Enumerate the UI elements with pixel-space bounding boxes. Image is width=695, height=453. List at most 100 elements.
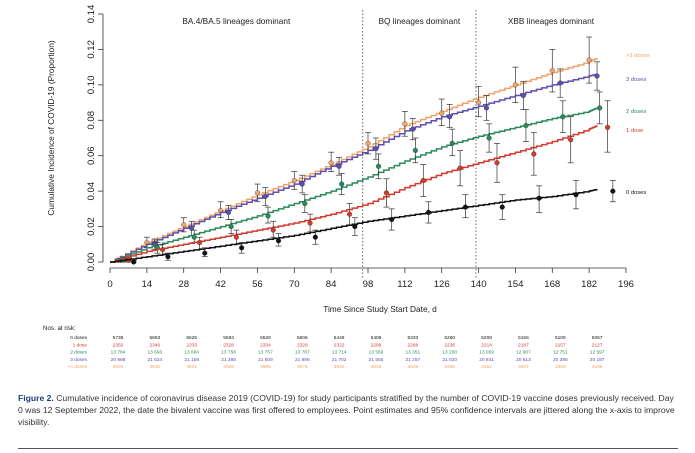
- risk-cell-1-7: 2299: [371, 342, 382, 348]
- y-tick-label-4: 0.08: [86, 111, 97, 130]
- risk-cell-2-11: 12 907: [516, 350, 531, 356]
- risk-cell-1-11: 2187: [518, 342, 529, 348]
- risk-cell-2-4: 13 757: [258, 350, 273, 356]
- point-1-5: [299, 181, 305, 187]
- risk-cell-4-1: 3630: [150, 364, 161, 370]
- risk-cell-0-5: 5506: [297, 335, 308, 341]
- x-tick-label-12: 168: [544, 279, 560, 290]
- cumulative-incidence-chart: BA.4/BA.5 lineages dominant BQ lineages d…: [43, 4, 650, 370]
- figure-label: Figure 2.: [18, 393, 54, 403]
- risk-cell-0-9: 5260: [444, 335, 455, 341]
- point-1-13: [594, 73, 600, 79]
- risk-cell-3-4: 21 509: [258, 357, 273, 363]
- y-tick-label-3: 0.06: [86, 146, 97, 165]
- point-0-5: [291, 177, 297, 184]
- point-2-12: [560, 114, 566, 120]
- point-2-3: [228, 224, 234, 230]
- risk-cell-0-1: 5683: [150, 335, 161, 341]
- point-2-13: [597, 105, 603, 111]
- risk-cell-0-13: 5067: [592, 335, 603, 341]
- point-0-11: [512, 82, 518, 88]
- risk-cell-1-5: 2328: [297, 342, 308, 348]
- bottom-rule: [18, 448, 678, 449]
- risk-cell-4-0: 3634: [113, 364, 124, 370]
- point-2-9: [449, 140, 455, 146]
- point-3-4: [270, 227, 276, 233]
- point-2-7: [375, 163, 382, 169]
- risk-cell-2-0: 13 784: [111, 350, 126, 356]
- point-4-1: [165, 254, 171, 260]
- point-1-4: [262, 193, 268, 200]
- point-4-8: [426, 209, 432, 215]
- risk-cell-2-13: 12 597: [590, 350, 605, 356]
- series-line-0: [110, 58, 598, 263]
- risk-cell-1-6: 2322: [334, 342, 345, 348]
- risk-cell-1-1: 2340: [150, 342, 161, 348]
- point-1-8: [410, 126, 416, 132]
- risk-cell-4-10: 3452: [481, 364, 492, 370]
- point-4-6: [352, 224, 358, 230]
- y-tick-label-0: 0.00: [86, 253, 97, 272]
- point-3-8: [420, 177, 426, 184]
- point-1-12: [557, 80, 563, 86]
- point-3-12: [568, 137, 574, 143]
- x-tick-label-3: 42: [215, 279, 226, 290]
- series-label-1: 3 doses: [626, 77, 646, 83]
- period-labels: BA.4/BA.5 lineages dominant BQ lineages d…: [182, 16, 594, 26]
- series-line-2: [110, 107, 598, 263]
- risk-cell-2-2: 13 684: [184, 350, 199, 356]
- x-axis-title: Time Since Study Start Date, d: [323, 304, 437, 314]
- risk-table-title: Nos. at risk:: [43, 325, 76, 332]
- point-3-10: [494, 160, 500, 166]
- risk-cell-2-1: 13 693: [148, 350, 163, 356]
- x-tick-label-1: 14: [142, 279, 153, 290]
- series-label-0: >3 doses: [626, 53, 650, 59]
- risk-cell-0-2: 5626: [186, 335, 197, 341]
- point-4-13: [610, 188, 616, 194]
- point-4-5: [312, 234, 318, 240]
- series-line-4: [110, 188, 598, 263]
- point-3-9: [457, 165, 463, 171]
- point-3-3: [233, 234, 239, 240]
- risk-cell-3-10: 20 841: [479, 357, 494, 363]
- point-3-7: [383, 190, 389, 196]
- risk-cell-4-12: 3369: [555, 364, 566, 370]
- risk-cell-2-10: 13 059: [479, 350, 494, 356]
- y-tick-label-2: 0.04: [86, 181, 97, 200]
- risk-cell-0-3: 5593: [223, 335, 234, 341]
- period-label-2: XBB lineages dominant: [508, 16, 595, 26]
- risk-cell-4-6: 3642: [334, 364, 345, 370]
- risk-cell-3-2: 21 158: [184, 357, 199, 363]
- point-3-1: [160, 247, 166, 253]
- x-tick-label-7: 98: [363, 279, 374, 290]
- risk-cell-1-2: 2333: [186, 342, 197, 348]
- point-3-13: [605, 124, 611, 130]
- risk-cell-0-6: 5449: [334, 335, 345, 341]
- point-4-0: [131, 259, 137, 265]
- series-label-3: 1 dose: [626, 128, 643, 134]
- risk-cell-0-11: 5156: [518, 335, 529, 341]
- y-tick-label-7: 0.14: [86, 4, 97, 23]
- x-tick-label-13: 182: [581, 279, 597, 290]
- risk-cell-3-5: 21 696: [295, 357, 310, 363]
- point-4-10: [499, 204, 505, 210]
- point-4-2: [202, 250, 208, 256]
- x-tick-label-5: 70: [289, 279, 300, 290]
- risk-cell-3-6: 21 702: [332, 357, 347, 363]
- point-4-12: [573, 192, 579, 198]
- risk-cell-4-2: 3631: [186, 364, 197, 370]
- point-3-5: [307, 220, 313, 226]
- point-0-7: [365, 140, 371, 146]
- x-tick-label-6: 84: [326, 279, 337, 290]
- risk-cell-1-12: 2157: [555, 342, 566, 348]
- risk-cell-2-6: 13 714: [332, 350, 347, 356]
- point-3-11: [531, 151, 537, 157]
- risk-cell-2-12: 12 751: [553, 350, 568, 356]
- risk-cell-0-0: 5738: [113, 335, 124, 341]
- point-1-2: [189, 225, 195, 231]
- point-3-6: [347, 211, 353, 217]
- risk-row-label-1: 1 dose: [73, 342, 88, 348]
- risk-cell-0-7: 5406: [371, 335, 382, 341]
- risk-cell-3-12: 20 398: [553, 357, 568, 363]
- point-3-2: [196, 239, 203, 246]
